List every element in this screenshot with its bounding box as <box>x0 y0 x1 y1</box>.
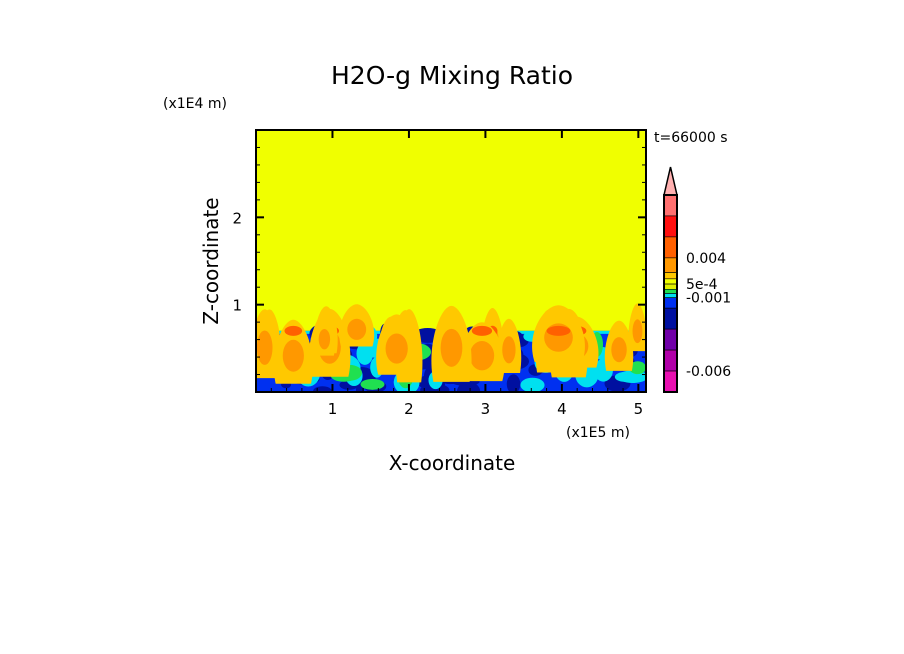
colorbar-segment <box>663 289 678 294</box>
plume-core <box>318 328 331 350</box>
plume-core <box>632 319 643 344</box>
plume-core <box>502 336 516 364</box>
x-tick-label: 5 <box>634 400 644 418</box>
cyan-green-patch <box>629 361 646 375</box>
cyan-green-patch <box>360 378 385 390</box>
colorbar-tick-label: 5e-4 <box>686 277 718 293</box>
chart-title: H2O-g Mixing Ratio <box>331 61 573 90</box>
cyan-green-patch <box>520 377 545 392</box>
dark-blue-patch <box>456 381 481 392</box>
colorbar-segment <box>663 307 678 330</box>
x-tick-label: 2 <box>404 400 414 418</box>
y-axis-label: Z-coordinate <box>199 197 223 324</box>
plume-core <box>256 330 273 365</box>
plume-core <box>440 328 463 367</box>
time-label: t=66000 s <box>654 130 728 146</box>
plume-core <box>611 337 627 363</box>
plot-frame <box>255 129 647 393</box>
colorbar-segment <box>663 215 678 238</box>
colorbar-segment <box>663 236 678 259</box>
colorbar: 0.004 5e-4-0.001 -0.006 <box>663 166 731 393</box>
x-tick-label: 3 <box>481 400 491 418</box>
plume-core <box>347 318 367 340</box>
colorbar-segment <box>663 370 678 393</box>
colorbar-segment <box>663 293 678 298</box>
colorbar-segment <box>663 328 678 351</box>
colorbar-segment <box>663 297 678 309</box>
plume-peak <box>471 325 493 336</box>
axis-ticks: 1 2 3 4 5 1 2 <box>232 130 646 418</box>
colorbar-segment <box>663 257 678 273</box>
y-tick-label: 1 <box>232 297 242 315</box>
colorbar-frame <box>663 194 678 393</box>
dark-blue-patch <box>506 374 521 392</box>
plume-core <box>282 339 304 372</box>
colorbar-segment <box>663 272 678 280</box>
colorbar-tick-label: -0.001 <box>686 291 731 307</box>
x-tick-label: 4 <box>557 400 567 418</box>
colorbar-tick-label: 0.004 <box>686 251 726 267</box>
plume-core <box>385 333 408 364</box>
plume-peak <box>284 325 303 336</box>
x-tick-label: 1 <box>328 400 338 418</box>
colorbar-segment <box>663 194 678 217</box>
x-unit-label: (x1E5 m) <box>566 425 630 441</box>
y-tick-label: 2 <box>232 209 242 227</box>
plume-peak <box>546 325 571 336</box>
colorbar-segment <box>663 278 678 285</box>
colorbar-segment <box>663 349 678 372</box>
contour-field <box>256 130 646 392</box>
plume-core <box>469 340 495 371</box>
colorbar-segment <box>663 283 678 290</box>
y-unit-label: (x1E4 m) <box>163 96 227 112</box>
dark-blue-patch <box>313 386 332 392</box>
x-axis-label: X-coordinate <box>389 451 516 475</box>
colorbar-tick-label: -0.006 <box>686 364 731 380</box>
colorbar-arrow <box>663 166 678 196</box>
